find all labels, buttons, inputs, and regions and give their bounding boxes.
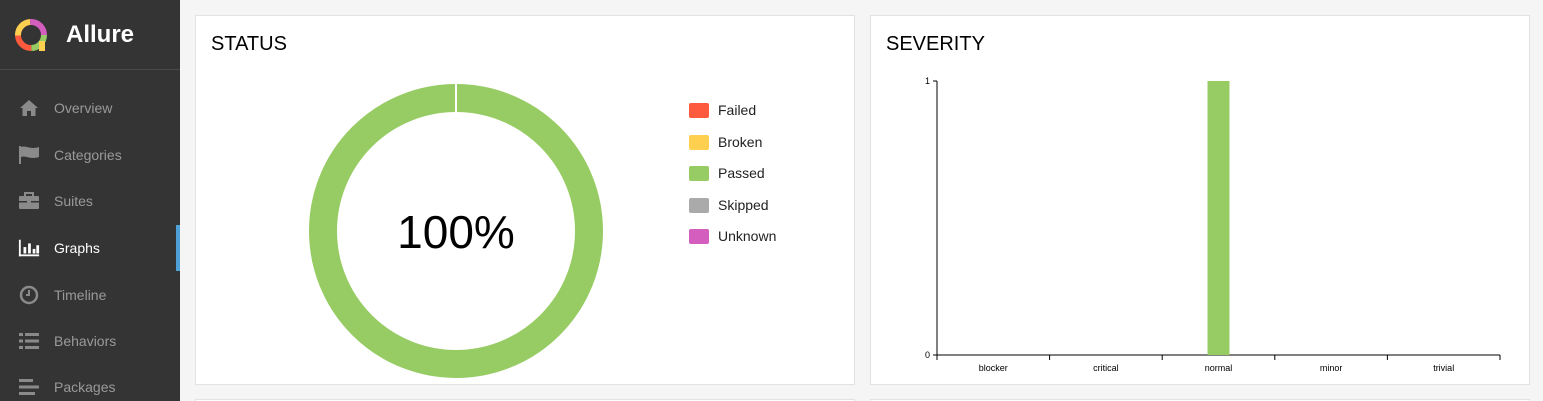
sidebar-item-label: Overview [54,100,113,116]
list-icon [18,330,40,352]
x-tick-label-normal: normal [1205,363,1233,373]
sidebar-item-packages[interactable]: Packages [0,367,180,401]
legend-swatch [689,197,709,213]
bar-chart-icon [18,237,40,259]
sidebar-item-suites[interactable]: Suites [0,181,180,221]
brand[interactable]: Allure [0,0,180,70]
flag-icon [18,144,40,166]
briefcase-icon [18,190,40,212]
severity-bar-normal[interactable] [1207,81,1230,355]
status-percent-label: 100% [397,206,515,258]
legend-item-skipped[interactable]: Skipped [689,197,769,213]
x-tick-label-minor: minor [1320,363,1343,373]
x-tick-label-blocker: blocker [979,363,1008,373]
legend-label: Broken [718,134,763,150]
legend-swatch [689,102,709,118]
home-icon [18,97,40,119]
sidebar-item-categories[interactable]: Categories [0,135,180,175]
bottom-card-left [195,399,855,401]
legend-label: Passed [718,165,765,181]
sidebar-item-label: Suites [54,193,93,209]
legend-item-broken[interactable]: Broken [689,134,762,150]
app-name: Allure [66,20,135,48]
status-title: STATUS [211,33,287,55]
sidebar-item-timeline[interactable]: Timeline [0,275,180,315]
legend-swatch [689,165,709,181]
legend-item-passed[interactable]: Passed [689,165,765,181]
bottom-card-right [870,399,1530,401]
severity-title: SEVERITY [886,33,985,55]
sidebar-item-label: Graphs [54,240,100,256]
legend-item-failed[interactable]: Failed [689,102,756,118]
legend-label: Unknown [718,228,777,244]
legend-swatch [689,134,709,150]
x-tick-label-critical: critical [1093,363,1119,373]
severity-card: SEVERITY blocker critical normal minor trivi… [870,15,1530,385]
legend-label: Failed [718,102,757,118]
sidebar-item-behaviors[interactable]: Behaviors [0,321,180,361]
align-left-icon [18,376,40,398]
y-tick-label-1: 1 [925,76,930,86]
sidebar-item-overview[interactable]: Overview [0,88,180,128]
sidebar-item-label: Categories [54,147,122,163]
severity-bar-chart: blocker critical normal minor trivial 0 1 [925,76,1501,373]
sidebar-item-graphs[interactable]: Graphs [0,225,180,271]
y-tick-label-0: 0 [925,350,930,360]
status-donut-chart: 100% [309,84,603,378]
legend-label: Skipped [718,197,769,213]
status-card: STATUS 100% Failed Broken Passed Skipped… [195,15,855,385]
legend-item-unknown[interactable]: Unknown [689,228,776,244]
allure-logo-icon [15,18,47,51]
sidebar: Allure Overview Categories Suites Graphs… [0,0,180,401]
sidebar-item-label: Behaviors [54,333,117,349]
legend-swatch [689,228,709,244]
clock-icon [18,284,40,306]
sidebar-item-label: Timeline [54,287,107,303]
x-tick-label-trivial: trivial [1433,363,1454,373]
sidebar-item-label: Packages [54,379,116,395]
